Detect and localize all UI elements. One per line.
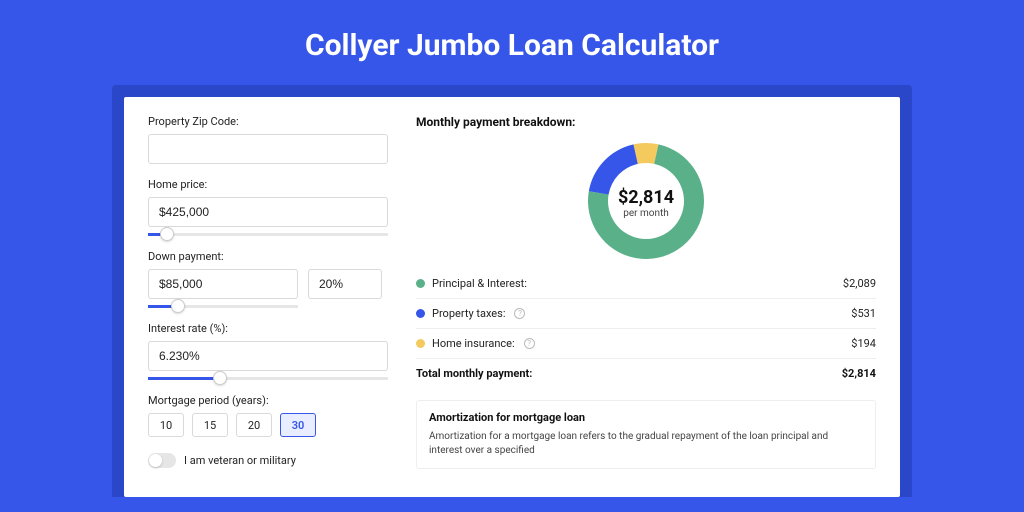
home-price-slider-thumb[interactable]: [160, 227, 174, 241]
total-label: Total monthly payment:: [416, 367, 532, 380]
period-btn-15[interactable]: 15: [192, 413, 228, 437]
legend-value: $194: [851, 337, 876, 350]
amortization-text: Amortization for a mortgage loan refers …: [429, 430, 863, 458]
donut-sub: per month: [618, 208, 674, 219]
down-payment-label: Down payment:: [148, 250, 388, 263]
veteran-row: I am veteran or military: [148, 453, 388, 468]
interest-input[interactable]: [148, 341, 388, 371]
home-price-input[interactable]: [148, 197, 388, 227]
veteran-toggle[interactable]: [148, 453, 176, 468]
amortization-block: Amortization for mortgage loan Amortizat…: [416, 400, 876, 469]
donut-slice: [634, 143, 659, 164]
legend-dot: [416, 339, 425, 348]
legend-row: Property taxes:? $531: [416, 298, 876, 328]
zip-input[interactable]: [148, 134, 388, 164]
veteran-label: I am veteran or military: [184, 454, 296, 467]
total-row: Total monthly payment: $2,814: [416, 358, 876, 388]
legend-dot: [416, 279, 425, 288]
home-price-label: Home price:: [148, 178, 388, 191]
breakdown-title: Monthly payment breakdown:: [416, 115, 876, 129]
legend-label: Home insurance:: [432, 337, 515, 350]
legend-label: Principal & Interest:: [432, 277, 527, 290]
zip-field-group: Property Zip Code:: [148, 115, 388, 164]
total-value: $2,814: [842, 367, 876, 380]
zip-label: Property Zip Code:: [148, 115, 388, 128]
down-payment-pct-input[interactable]: [308, 269, 382, 299]
interest-group: Interest rate (%):: [148, 322, 388, 380]
legend: Principal & Interest: $2,089 Property taxe…: [416, 269, 876, 358]
period-btn-30[interactable]: 30: [280, 413, 316, 437]
down-payment-input[interactable]: [148, 269, 298, 299]
down-payment-group: Down payment:: [148, 250, 388, 308]
donut-amount: $2,814: [618, 187, 674, 208]
period-label: Mortgage period (years):: [148, 394, 388, 407]
info-icon[interactable]: ?: [524, 338, 535, 349]
home-price-slider[interactable]: [148, 233, 388, 236]
info-icon[interactable]: ?: [514, 308, 525, 319]
form-column: Property Zip Code: Home price: Down paym…: [148, 115, 388, 481]
legend-value: $531: [851, 307, 876, 320]
legend-row: Home insurance:? $194: [416, 328, 876, 358]
down-payment-slider[interactable]: [148, 305, 298, 308]
card-outer: Property Zip Code: Home price: Down paym…: [112, 85, 912, 497]
donut-center: $2,814 per month: [618, 187, 674, 219]
interest-slider-fill: [148, 377, 220, 380]
legend-dot: [416, 309, 425, 318]
period-btn-10[interactable]: 10: [148, 413, 184, 437]
interest-label: Interest rate (%):: [148, 322, 388, 335]
legend-row: Principal & Interest: $2,089: [416, 269, 876, 298]
legend-label: Property taxes:: [432, 307, 505, 320]
period-group: Mortgage period (years): 10 15 20 30: [148, 394, 388, 437]
period-btn-20[interactable]: 20: [236, 413, 272, 437]
interest-slider-thumb[interactable]: [213, 371, 227, 385]
interest-slider[interactable]: [148, 377, 388, 380]
legend-value: $2,089: [843, 277, 876, 290]
down-payment-slider-thumb[interactable]: [171, 299, 185, 313]
page-title: Collyer Jumbo Loan Calculator: [0, 0, 1024, 85]
home-price-group: Home price:: [148, 178, 388, 236]
amortization-title: Amortization for mortgage loan: [429, 411, 863, 424]
calculator-card: Property Zip Code: Home price: Down paym…: [124, 97, 900, 497]
donut-chart: $2,814 per month: [416, 137, 876, 269]
period-buttons: 10 15 20 30: [148, 413, 388, 437]
breakdown-column: Monthly payment breakdown: $2,814 per mo…: [416, 115, 876, 481]
